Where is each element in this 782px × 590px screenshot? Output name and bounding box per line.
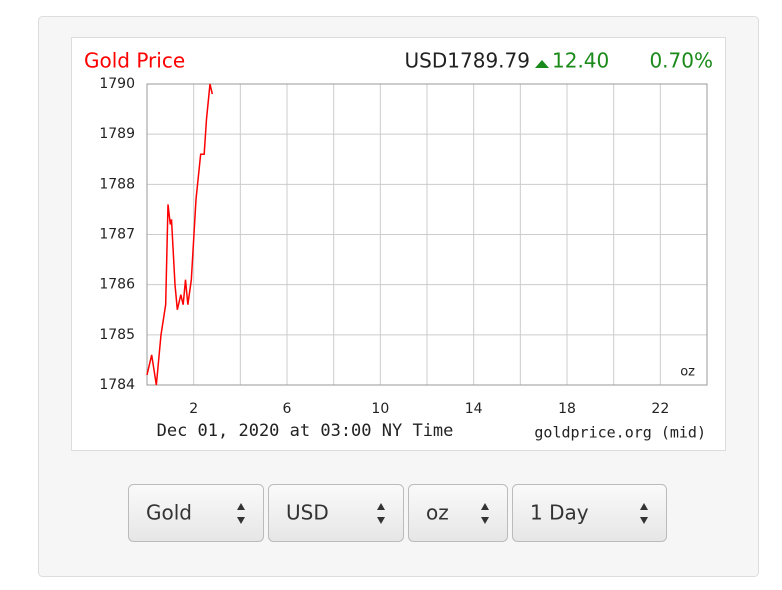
select-arrow [640,517,648,524]
select-label: Gold [146,501,192,525]
chart-box [71,37,726,451]
select-arrow [377,517,385,524]
select-arrow [237,503,245,510]
select-label: 1 Day [530,501,589,525]
up-arrow [535,60,549,68]
y-tick-label: 1789 [99,126,135,142]
y-tick-label: 1787 [99,227,135,243]
y-tick-label: 1790 [99,76,135,92]
y-tick-label: 1786 [99,277,135,293]
plot: 1784 1785 1786 1787 1788 1789 1790 2 6 10 14 18 22 [99,76,708,417]
x-tick-label: 18 [558,401,576,417]
chart-title: Gold Price [84,49,185,73]
change: 12.40 [552,49,609,73]
controls: Gold USD oz 1 Day [128,484,667,542]
y-tick-label: 1788 [99,176,135,192]
source: goldprice.org (mid) [534,424,706,442]
select-arrow [481,503,489,510]
select-box[interactable] [268,484,404,542]
y-tick-label: 1784 [99,377,135,393]
select-arrow [481,517,489,524]
x-tick-label: 10 [371,401,389,417]
select-label: oz [426,501,449,525]
plot-frame [146,83,708,386]
price: USD1789.79 [405,49,530,73]
select-arrow [237,517,245,524]
select-arrow [640,503,648,510]
caption: Dec 01, 2020 at 03:00 NY Time [157,421,454,441]
x-tick-label: 14 [465,401,483,417]
price-line [146,83,214,386]
x-tick-label: 22 [651,401,669,417]
change-pct: 0.70% [649,49,713,73]
unit: oz [680,365,695,380]
x-tick-label: 6 [283,401,292,417]
select-box[interactable] [128,484,264,542]
select-box[interactable] [408,484,508,542]
y-tick-label: 1785 [99,327,135,343]
x-tick-label: 2 [189,401,198,417]
select-box[interactable] [512,484,667,542]
select-label: USD [286,501,329,525]
select-arrow [377,503,385,510]
